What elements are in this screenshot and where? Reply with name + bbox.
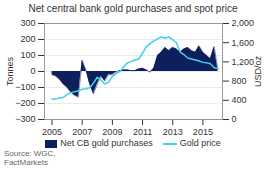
svg-text:2,000: 2,000 [232, 18, 255, 28]
svg-text:−300: −300 [15, 114, 35, 124]
html-text:Source: WGC, FactMarkets: Source: WGC, FactMarkets [4, 149, 56, 167]
svg-text:2009: 2009 [102, 127, 122, 137]
svg-text:−100: −100 [15, 82, 35, 92]
svg-text:200: 200 [20, 34, 35, 44]
svg-text:800: 800 [232, 76, 247, 86]
svg-text:USD/oz: USD/oz [253, 56, 263, 88]
svg-text:−200: −200 [15, 98, 35, 108]
svg-text:2007: 2007 [72, 127, 92, 137]
svg-text:1,200: 1,200 [232, 57, 255, 67]
svg-text:300: 300 [20, 18, 35, 28]
svg-text:2013: 2013 [163, 127, 183, 137]
svg-text:2005: 2005 [42, 127, 62, 137]
html-text:Gold price: Gold price [179, 138, 221, 148]
svg-text:0: 0 [30, 66, 35, 76]
svg-text:2011: 2011 [133, 127, 152, 137]
svg-text:1,600: 1,600 [232, 38, 255, 48]
html-text:Net CB gold purchases: Net CB gold purchases [60, 138, 153, 148]
html-text:Net central bank gold purchase: Net central bank gold purchases and spot… [28, 3, 238, 14]
svg-text:400: 400 [232, 95, 247, 105]
svg-text:0: 0 [232, 114, 237, 124]
svg-text:Tonnes: Tonnes [5, 56, 15, 86]
svg-text:2015: 2015 [193, 127, 213, 137]
svg-text:100: 100 [20, 50, 35, 60]
